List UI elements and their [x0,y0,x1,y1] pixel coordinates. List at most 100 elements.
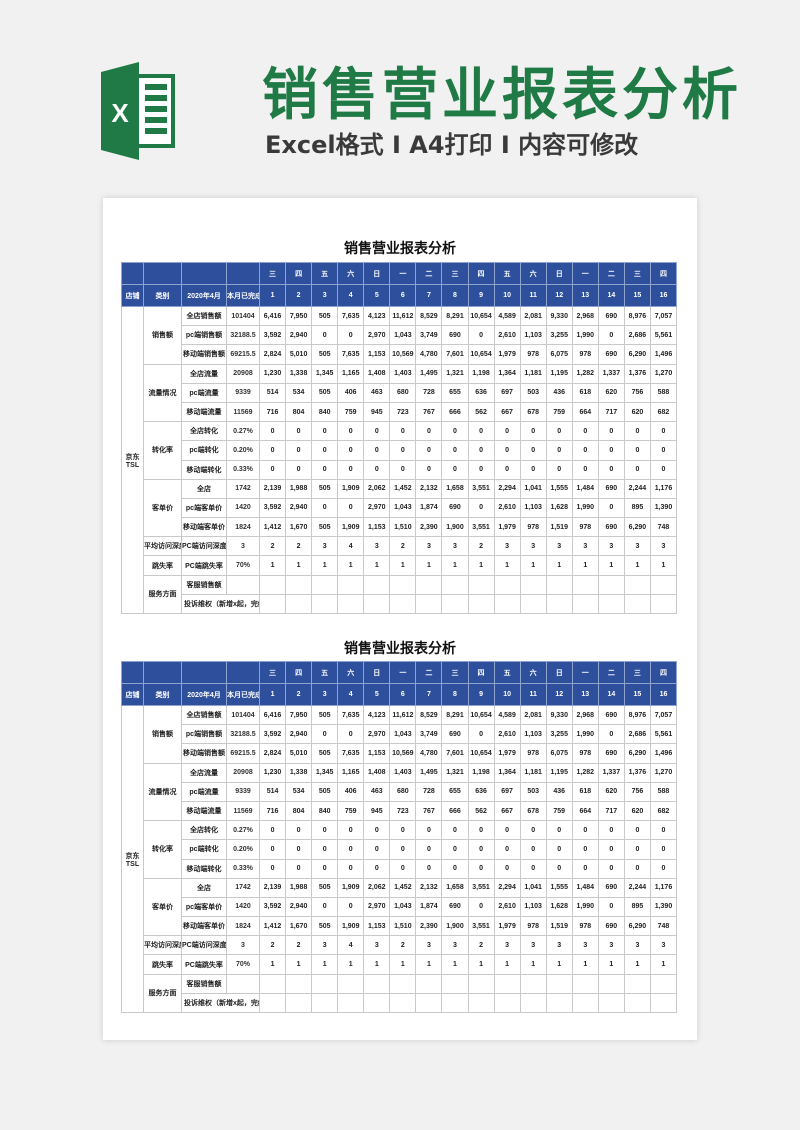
day-value: 1,337 [597,762,625,783]
day-value: 1,990 [571,497,599,519]
day-value: 1,900 [441,916,469,937]
day-value: 0 [441,839,469,860]
table-row: 客单价 全店 1742 2,139 1,988 505 1,909 2,062 1,452 2,1… [122,478,678,538]
day-value: 3 [649,536,678,557]
day-value: 0 [363,459,391,480]
day-value: 3 [415,536,443,557]
table-row: pc端流量 9339 514 534 505 406 463 680 728 655 636 697 5… [122,781,678,802]
empty-cell [519,593,547,615]
day-value: 0 [337,325,365,346]
metric-label: 移动端客单价 [181,517,227,538]
day-value: 1 [258,555,287,576]
day-value: 1,979 [493,916,521,937]
day-value: 759 [545,401,573,423]
header-blank [143,262,182,285]
day-value: 1,390 [649,497,678,519]
day-value: 840 [311,800,339,822]
day-value: 748 [649,517,678,538]
day-value: 6,075 [545,344,573,365]
table-row: 投诉维权（新增x起，完结x件） [122,992,678,1014]
empty-cell [493,574,521,595]
metric-label: PC端跳失率 [181,555,227,576]
day-value: 0 [467,839,495,860]
metric-label: 全店流量 [181,762,227,783]
day-value: 2,940 [285,896,313,918]
day-value: 3 [519,536,547,557]
day-value: 1,337 [597,363,625,384]
weekday-header: 二 [415,661,443,684]
month-total: 1742 [226,877,260,898]
day-value: 1,390 [649,896,678,918]
sales-table: 三四五六日一二三四五六日一二三四店铺 类别 2020年4月 本月已完成 1 2 3 4 5 6 7 8… [121,262,678,615]
day-value: 1 [493,954,521,975]
day-value: 1 [363,954,391,975]
table-row: 移动端销售额 69215.5 2,824 5,010 505 7,635 1,153 10,5… [122,743,678,764]
day-value: 0 [623,440,651,461]
empty-cell [519,992,547,1014]
day-value: 1,495 [415,762,443,783]
day-value: 620 [597,781,625,802]
day-value: 0 [649,839,678,860]
day-value: 3 [311,536,339,557]
day-value: 1 [311,954,339,975]
day-value: 3,551 [467,478,495,499]
empty-cell [389,593,417,615]
empty-cell [258,593,287,615]
day-value: 1,153 [363,743,391,764]
day-value: 0 [363,421,391,442]
day-value: 0 [571,839,599,860]
day-value: 2,940 [285,325,313,346]
day-value: 3,592 [258,724,287,745]
day-value: 514 [258,382,287,403]
day-value: 2,824 [258,344,287,365]
metric-label: 全店 [181,877,227,898]
day-value: 0 [649,820,678,841]
day-value: 3 [441,935,469,956]
day-value: 1 [337,954,365,975]
day-value: 4 [337,536,365,557]
day-value: 978 [519,743,547,764]
empty-cell [415,593,443,615]
weekday-header: 一 [389,262,417,285]
table-row: 流量情况 全店流量 20908 1,230 1,338 1,345 1,165 1,408 1,… [122,762,678,822]
day-value: 1,403 [389,762,417,783]
day-value: 0 [519,820,547,841]
table-row: 跳失率 PC端跳失率 70% 1 1 1 1 1 1 1 1 1 1 1 1 1 1 1 1 [122,555,678,576]
weekday-header: 日 [545,262,573,285]
day-value: 2 [258,935,287,956]
day-value: 0 [467,459,495,480]
month-total: 9339 [226,382,260,403]
sales-table: 三四五六日一二三四五六日一二三四店铺 类别 2020年4月 本月已完成 1 2 3 4 5 6 7 8… [121,661,678,1014]
day-value: 463 [363,781,391,802]
day-value: 0 [311,421,339,442]
day-value: 7,635 [337,305,365,327]
day-value: 0 [545,421,573,442]
month-total: 3 [226,536,260,557]
empty-cell [311,992,339,1014]
day-value: 3,749 [415,724,443,745]
day-value: 1,990 [571,724,599,745]
day-value: 1,153 [363,344,391,365]
day-value: 2,610 [493,497,521,519]
day-value: 2,610 [493,724,521,745]
day-value: 0 [389,440,417,461]
day-value: 0 [258,839,287,860]
day-header: 1 [258,683,287,706]
day-value: 0 [363,858,391,879]
day-value: 620 [623,800,651,822]
day-value: 3 [363,935,391,956]
day-value: 0 [363,820,391,841]
day-value: 3 [493,536,521,557]
day-header: 16 [649,284,678,307]
empty-cell [311,574,339,595]
metric-label: 移动端流量 [181,401,227,423]
day-value: 0 [597,858,625,879]
day-value: 1,364 [493,762,521,783]
day-value: 2,081 [519,305,547,327]
day-value: 7,950 [285,305,313,327]
header-blank [226,661,260,684]
day-value: 1,321 [441,762,469,783]
metric-label: 移动端流量 [181,800,227,822]
day-value: 723 [389,401,417,423]
day-value: 756 [623,382,651,403]
